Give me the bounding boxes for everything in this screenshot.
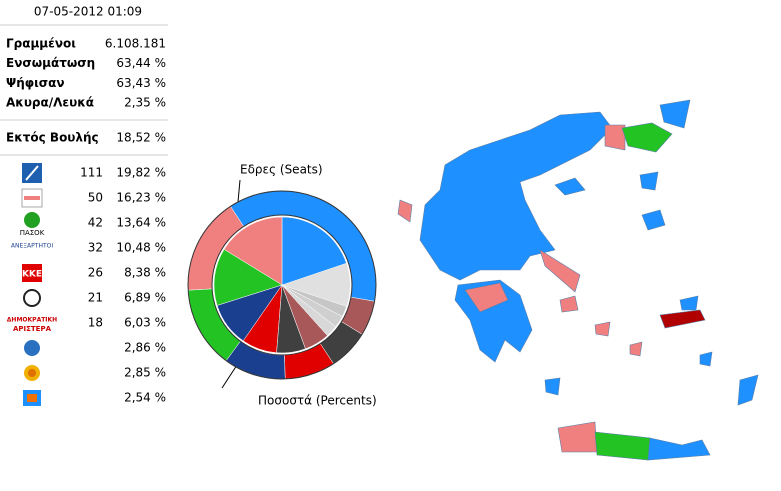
percent-value: 16,23 % [116,191,166,205]
percent-value: 8,38 % [124,266,166,280]
seats-label: Εδρες (Seats) [240,163,323,177]
summary-label: Γραμμένοι [6,37,76,51]
summary-label: Ψήφισαν [6,76,65,90]
party-logos: ΠΑΣΟΚ ΑΝΕΞΑΡΤΗΤΟΙ ΚΚΕ ΔΗΜΟΚΡΑΤΙΚΗ ΑΡΙΣΤΕ… [7,163,57,406]
map [397,99,759,461]
seats-value: 18 [88,316,103,330]
percent-slice [213,249,283,306]
percent-value: 2,85 % [124,366,166,380]
percents-label: Ποσοστά (Percents) [258,394,377,408]
summary-value: 63,43 % [116,76,166,90]
summary-value: 2,35 % [124,96,166,110]
pie-border [211,214,353,356]
percent-value: 6,89 % [124,291,166,305]
seats-value: 50 [88,191,103,205]
svg-text:ΑΝΕΞΑΡΤΗΤΟΙ: ΑΝΕΞΑΡΤΗΤΟΙ [11,243,53,250]
svg-text:ΠΑΣΟΚ: ΠΑΣΟΚ [20,229,45,237]
summary-label: Εκτός Βουλής [6,131,99,145]
svg-text:ΑΡΙΣΤΕΡΑ: ΑΡΙΣΤΕΡΑ [13,325,52,333]
pointer [221,364,238,389]
timestamp: 07-05-2012 01:09 [34,5,142,19]
summary-value: 6.108.181 [105,37,166,51]
percent-value: 2,86 % [124,341,166,355]
summary-label: Ακυρα/Λευκά [6,96,94,110]
seats-value: 32 [88,241,103,255]
seats-value: 111 [80,166,103,180]
percent-slice [281,216,347,286]
percent-value: 19,82 % [116,166,166,180]
seats-value: 21 [88,291,103,305]
summary-label: Ενσωμάτωση [6,56,95,70]
seats-value: 26 [88,266,103,280]
percent-value: 10,48 % [116,241,166,255]
svg-text:ΔΗΜΟΚΡΑΤΙΚΗ: ΔΗΜΟΚΡΑΤΙΚΗ [7,317,57,324]
pie-border [187,190,377,380]
summary-value: 18,52 % [116,131,166,145]
percent-value: 2,54 % [124,391,166,405]
seats-value: 42 [88,216,103,230]
svg-text:ΚΚΕ: ΚΚΕ [22,270,42,280]
percent-slice [223,216,283,286]
percent-slice [281,284,347,317]
percent-value: 13,64 % [116,216,166,230]
percent-value: 6,03 % [124,316,166,330]
summary-value: 63,44 % [116,56,166,70]
